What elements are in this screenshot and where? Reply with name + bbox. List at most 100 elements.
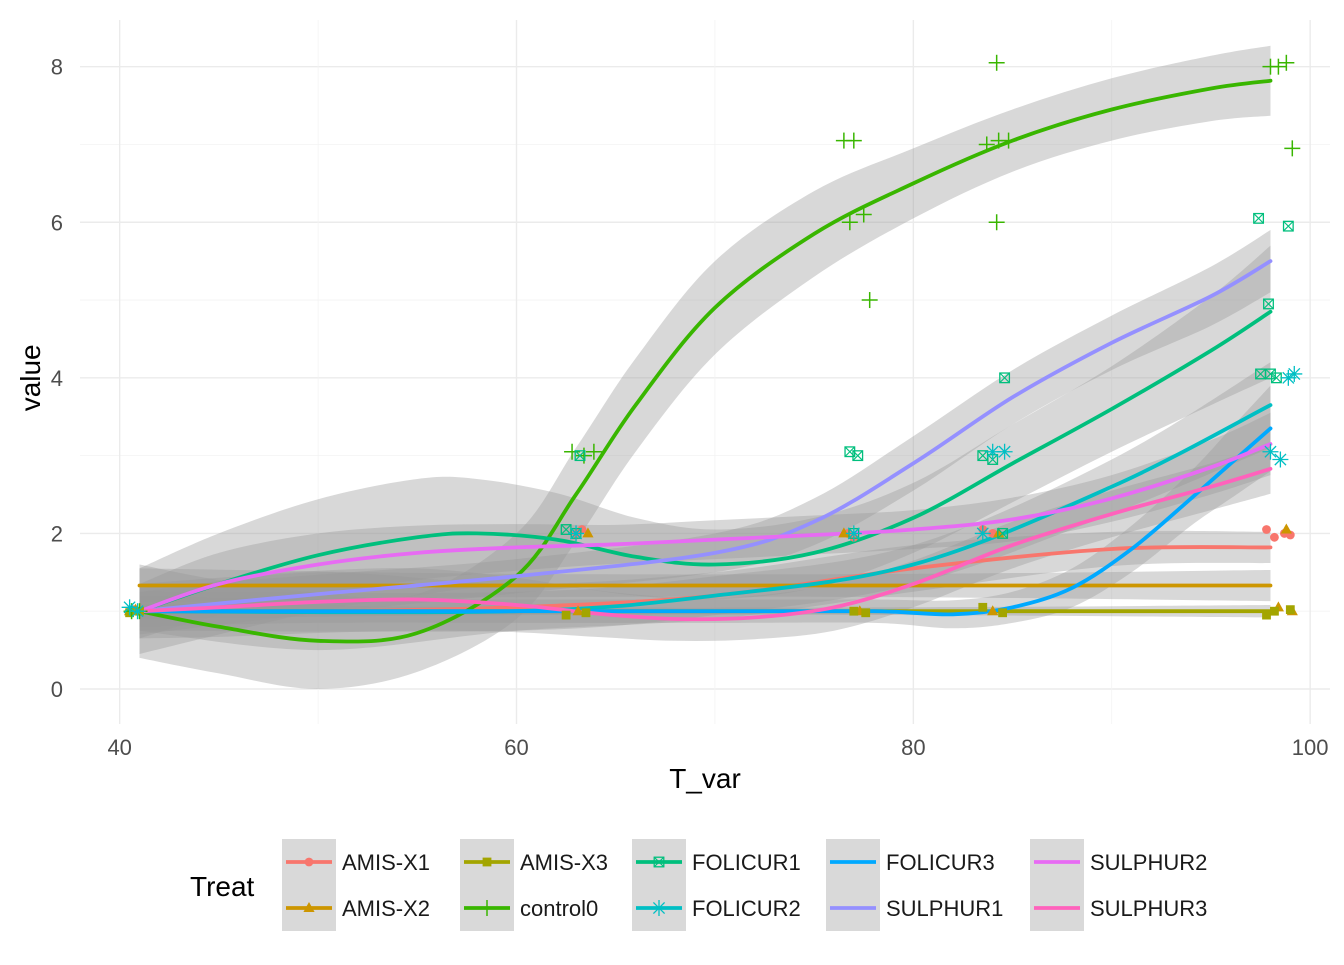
legend-label: AMIS-X1 xyxy=(342,850,430,875)
x-axis-title: T_var xyxy=(669,763,741,794)
legend: Treat AMIS-X1 AMIS-X2 AMIS-X3 control0 FOLICU… xyxy=(190,839,1207,931)
y-tick-label: 0 xyxy=(51,677,63,702)
smooth-line-control0 xyxy=(137,78,1273,644)
y-axis-title: value xyxy=(15,344,46,411)
legend-item-amis-x3: AMIS-X3 xyxy=(460,839,608,885)
data-point-folicur1 xyxy=(1253,212,1265,224)
data-point-folicur2 xyxy=(845,525,862,542)
legend-key-marker xyxy=(651,900,667,916)
smooth-lines xyxy=(137,78,1273,644)
data-point-control0 xyxy=(1000,132,1017,149)
data-point-folicur2 xyxy=(974,525,991,542)
legend-item-sulphur3: SULPHUR3 xyxy=(1030,885,1207,931)
legend-item-amis-x2: AMIS-X2 xyxy=(282,885,430,931)
data-point-amis-x3 xyxy=(1262,610,1271,620)
data-point-folicur2 xyxy=(1272,451,1289,468)
data-point-folicur2 xyxy=(129,603,146,620)
data-point-control0 xyxy=(978,136,995,153)
legend-key-marker xyxy=(479,900,495,916)
legend-title: Treat xyxy=(190,871,255,902)
data-point-folicur1 xyxy=(1282,220,1294,232)
legend-label: SULPHUR1 xyxy=(886,896,1003,921)
data-point-folicur2 xyxy=(568,525,585,542)
data-point-control0 xyxy=(1284,140,1301,157)
data-point-folicur1 xyxy=(574,450,586,462)
legend-item-amis-x1: AMIS-X1 xyxy=(282,839,430,885)
legend-label: FOLICUR3 xyxy=(886,850,995,875)
legend-item-folicur2: FOLICUR2 xyxy=(632,885,801,931)
legend-item-folicur1: FOLICUR1 xyxy=(632,839,801,885)
smooth-line-folicur3 xyxy=(137,426,1273,617)
legend-key-marker xyxy=(303,902,315,912)
legend-label: AMIS-X2 xyxy=(342,896,430,921)
legend-key-marker xyxy=(653,856,665,868)
data-point-amis-x3 xyxy=(1270,606,1279,616)
data-point-control0 xyxy=(585,443,602,460)
x-tick-label: 80 xyxy=(901,735,925,760)
legend-label: SULPHUR3 xyxy=(1090,896,1207,921)
data-point-amis-x2 xyxy=(987,605,999,616)
data-point-folicur2 xyxy=(996,443,1013,460)
data-point-control0 xyxy=(855,206,872,223)
data-point-folicur1 xyxy=(852,450,864,462)
smooth-line-sulphur3 xyxy=(137,466,1273,622)
data-point-control0 xyxy=(564,443,581,460)
legend-item-sulphur2: SULPHUR2 xyxy=(1030,839,1207,885)
data-point-folicur2 xyxy=(1286,365,1303,382)
data-point-folicur1 xyxy=(999,372,1011,384)
confidence-band-sulphur2 xyxy=(139,412,1271,639)
y-tick-label: 8 xyxy=(51,55,63,80)
legend-label: FOLICUR1 xyxy=(692,850,801,875)
data-point-amis-x3 xyxy=(861,608,871,618)
data-point-amis-x1 xyxy=(577,525,587,534)
data-point-folicur1 xyxy=(1263,298,1274,310)
legend-key-marker xyxy=(304,857,314,867)
x-tick-label: 40 xyxy=(107,735,131,760)
data-point-amis-x2 xyxy=(582,527,594,538)
legend-item-sulphur1: SULPHUR1 xyxy=(826,885,1003,931)
data-point-amis-x3 xyxy=(978,602,988,612)
legend-label: SULPHUR2 xyxy=(1090,850,1207,875)
legend-label: FOLICUR2 xyxy=(692,896,801,921)
y-tick-label: 2 xyxy=(51,521,63,546)
data-points xyxy=(121,54,1303,620)
confidence-bands xyxy=(139,45,1271,690)
data-point-amis-x2 xyxy=(1280,523,1292,534)
smooth-line-sulphur2 xyxy=(137,442,1273,614)
smooth-line-sulphur1 xyxy=(137,259,1273,614)
data-point-amis-x3 xyxy=(561,610,571,620)
data-point-amis-x2 xyxy=(838,527,850,538)
data-point-amis-x2 xyxy=(572,605,584,616)
data-point-control0 xyxy=(845,132,862,149)
x-tick-label: 60 xyxy=(504,735,528,760)
legend-item-control0: control0 xyxy=(460,885,598,931)
data-point-amis-x3 xyxy=(581,608,591,618)
data-point-control0 xyxy=(841,214,858,231)
confidence-band-sulphur3 xyxy=(139,444,1271,641)
data-point-control0 xyxy=(1278,54,1295,71)
data-point-folicur1 xyxy=(977,450,989,462)
smooth-line-folicur1 xyxy=(137,309,1273,614)
axes: 0 2 4 6 8 40 60 80 100 T_var value xyxy=(15,55,1329,794)
data-point-control0 xyxy=(988,54,1005,71)
y-tick-label: 6 xyxy=(51,210,63,235)
data-point-control0 xyxy=(861,292,878,309)
legend-item-folicur3: FOLICUR3 xyxy=(826,839,995,885)
data-point-folicur1 xyxy=(997,527,1009,539)
confidence-band-control0 xyxy=(139,45,1271,690)
legend-label: control0 xyxy=(520,896,598,921)
legend-key-marker xyxy=(482,857,492,867)
data-point-folicur1 xyxy=(1265,368,1276,380)
legend-label: AMIS-X3 xyxy=(520,850,608,875)
data-point-amis-x1 xyxy=(1262,525,1271,534)
gridlines xyxy=(80,20,1330,724)
data-point-control0 xyxy=(1270,58,1287,75)
data-point-amis-x3 xyxy=(849,606,859,616)
data-point-amis-x3 xyxy=(998,608,1008,618)
x-tick-label: 100 xyxy=(1292,735,1329,760)
data-point-folicur2 xyxy=(1262,443,1279,460)
data-point-amis-x1 xyxy=(1270,532,1279,542)
data-point-control0 xyxy=(988,214,1005,231)
